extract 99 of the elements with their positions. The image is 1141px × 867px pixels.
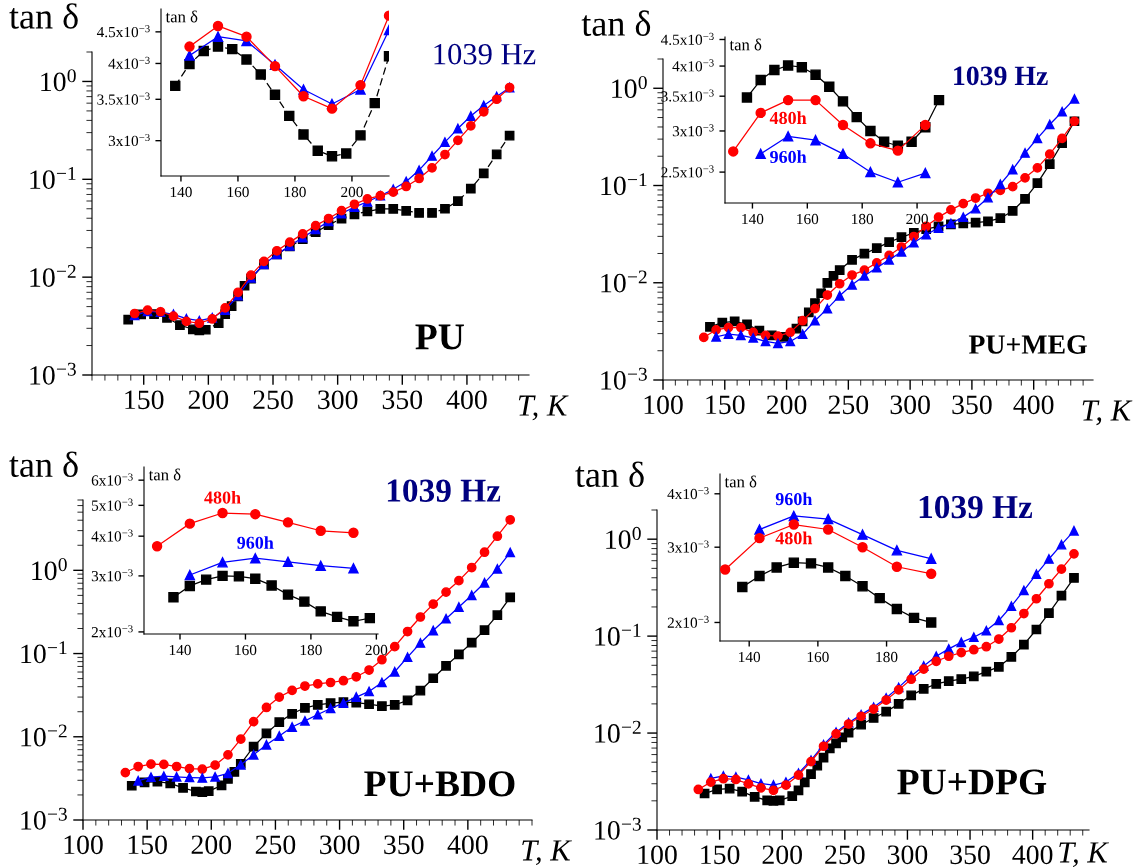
- annotation: 1039 Hz: [387, 479, 501, 502]
- x-tick-label: 180: [284, 186, 306, 198]
- x-tick-label: 400: [446, 390, 487, 410]
- y-tick-label: 4.5x10$^{−3}$: [96, 25, 150, 38]
- x-tick-label: 200: [191, 835, 232, 855]
- x-tick-label: 200: [365, 644, 388, 656]
- y-axis-title: tan δ: [9, 451, 78, 478]
- x-tick-label: 250: [825, 845, 865, 865]
- x-axis-title: T, K: [1059, 842, 1110, 867]
- x-tick-label: 350: [952, 395, 992, 415]
- y-axis-title: tan δ: [724, 475, 757, 488]
- y-axis-title: tan δ: [729, 38, 762, 51]
- annotation: PU+DPG: [897, 769, 1047, 795]
- y-axis-title: tan δ: [148, 468, 181, 481]
- x-tick-label: 250: [828, 395, 869, 415]
- x-tick-label: 200: [762, 845, 802, 865]
- x-tick-label: 200: [766, 395, 807, 415]
- x-tick-label: 400: [447, 835, 488, 855]
- y-tick-label: 4x10$^{−3}$: [91, 529, 133, 542]
- annotation: 1039 Hz: [434, 43, 536, 65]
- x-tick-label: 160: [807, 651, 829, 663]
- x-tick-label: 140: [169, 644, 191, 656]
- y-tick-label: 10$^{−1}$: [595, 623, 641, 646]
- x-tick-label: 180: [876, 651, 898, 663]
- x-tick-label: 140: [742, 213, 764, 225]
- y-axis-title: tan δ: [581, 10, 651, 36]
- series-label: 480h: [769, 111, 807, 125]
- x-axis-title: T, K: [522, 840, 572, 866]
- series-label: 480h: [204, 490, 241, 504]
- y-tick-label: 10$^{0}$: [612, 75, 647, 99]
- y-tick-label: 10$^{−1}$: [30, 167, 76, 190]
- x-tick-label: 400: [1012, 845, 1053, 865]
- y-tick-label: 10$^{0}$: [32, 558, 67, 581]
- y-tick-label: 10$^{−2}$: [595, 720, 641, 743]
- x-tick-label: 150: [706, 395, 745, 415]
- y-tick-label: 4x10$^{−3}$: [108, 56, 150, 69]
- y-tick-label: 10$^{−3}$: [601, 367, 647, 390]
- x-tick-label: 150: [128, 835, 167, 855]
- x-tick-label: 150: [125, 390, 164, 410]
- x-tick-label: 200: [906, 213, 928, 225]
- y-axis-title: tan δ: [9, 3, 78, 29]
- x-tick-label: 350: [950, 845, 990, 865]
- y-tick-label: 10$^{0}$: [606, 526, 641, 550]
- y-tick-label: 4x10$^{−3}$: [667, 487, 709, 500]
- x-tick-label: 200: [341, 186, 363, 198]
- x-tick-label: 100: [644, 395, 683, 415]
- y-tick-label: 10$^{−3}$: [30, 362, 76, 385]
- series-label: 960h: [237, 536, 274, 549]
- y-tick-label: 5x10$^{−3}$: [92, 498, 133, 511]
- annotation: PU: [415, 324, 464, 350]
- x-tick-label: 100: [64, 835, 103, 855]
- x-tick-label: 200: [188, 390, 229, 410]
- series-label: 960h: [770, 150, 807, 164]
- y-tick-label: 3x10$^{−3}$: [91, 569, 133, 582]
- y-tick-label: 4x10$^{−3}$: [672, 59, 714, 72]
- x-tick-label: 300: [890, 395, 930, 415]
- y-tick-label: 2x10$^{−3}$: [667, 615, 709, 628]
- y-tick-label: 10$^{0}$: [41, 69, 76, 92]
- y-tick-label: 10$^{−2}$: [601, 270, 647, 293]
- y-tick-label: 10$^{−3}$: [21, 807, 67, 830]
- y-tick-label: 6x10$^{−3}$: [91, 473, 133, 486]
- x-axis-title: T, K: [518, 395, 569, 421]
- x-tick-label: 140: [739, 651, 761, 663]
- x-tick-label: 160: [227, 186, 249, 198]
- y-tick-label: 10$^{−2}$: [30, 264, 76, 287]
- x-tick-label: 150: [701, 845, 740, 865]
- y-tick-label: 3x10$^{−3}$: [672, 124, 714, 137]
- x-tick-label: 300: [318, 390, 358, 410]
- annotation: 1039 Hz: [919, 495, 1033, 519]
- x-tick-label: 250: [253, 390, 293, 410]
- x-tick-label: 300: [887, 845, 928, 865]
- y-tick-label: 10$^{−1}$: [21, 641, 67, 664]
- series-label: 480h: [775, 531, 813, 545]
- y-axis-title: tan δ: [165, 10, 198, 23]
- annotation: PU+MEG: [968, 335, 1087, 354]
- y-axis-title: tan δ: [575, 461, 644, 488]
- x-tick-label: 250: [255, 835, 296, 855]
- x-tick-label: 140: [170, 186, 192, 198]
- x-tick-label: 180: [852, 213, 874, 225]
- x-tick-label: 160: [235, 644, 257, 656]
- y-tick-label: 3x10$^{−3}$: [667, 540, 709, 553]
- y-tick-label: 10$^{−1}$: [601, 173, 647, 196]
- y-tick-label: 2x10$^{−3}$: [91, 625, 133, 638]
- x-tick-label: 400: [1013, 395, 1054, 415]
- y-tick-label: 10$^{−3}$: [595, 817, 641, 840]
- y-tick-label: 3x10$^{−3}$: [108, 133, 150, 147]
- x-tick-label: 100: [638, 845, 677, 865]
- x-tick-label: 160: [797, 213, 819, 225]
- annotation: 1039 Hz: [954, 66, 1048, 86]
- x-axis-title: T, K: [1082, 400, 1133, 426]
- x-tick-label: 180: [300, 644, 322, 656]
- series-label: 960h: [775, 492, 813, 506]
- y-tick-label: 10$^{−2}$: [21, 724, 67, 747]
- x-tick-label: 300: [320, 835, 360, 855]
- x-tick-label: 350: [384, 835, 424, 855]
- annotation: PU+BDO: [364, 771, 515, 797]
- x-tick-label: 350: [382, 390, 423, 410]
- y-tick-label: 4.5x10$^{−3}$: [660, 32, 714, 45]
- y-tick-label: 3.5x10$^{−3}$: [97, 92, 150, 105]
